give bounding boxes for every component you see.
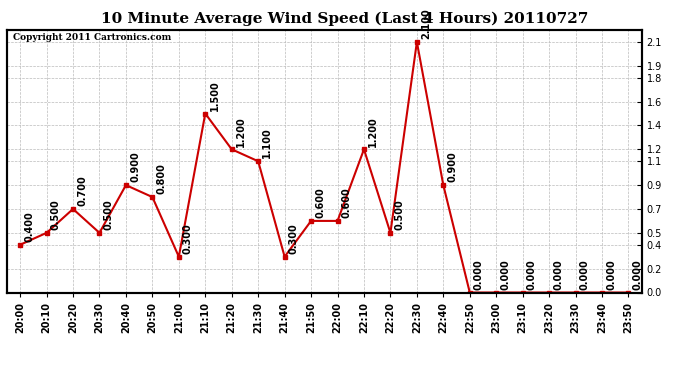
Text: 0.300: 0.300 bbox=[289, 223, 299, 254]
Text: 1.500: 1.500 bbox=[210, 80, 219, 111]
Text: 0.300: 0.300 bbox=[183, 223, 193, 254]
Text: 0.900: 0.900 bbox=[130, 152, 140, 182]
Text: 0.600: 0.600 bbox=[342, 188, 352, 218]
Text: 0.400: 0.400 bbox=[24, 211, 34, 242]
Text: 0.700: 0.700 bbox=[77, 176, 87, 206]
Text: 10 Minute Average Wind Speed (Last 4 Hours) 20110727: 10 Minute Average Wind Speed (Last 4 Hou… bbox=[101, 11, 589, 26]
Text: 1.100: 1.100 bbox=[262, 128, 273, 159]
Text: Copyright 2011 Cartronics.com: Copyright 2011 Cartronics.com bbox=[13, 33, 172, 42]
Text: 0.000: 0.000 bbox=[580, 259, 590, 290]
Text: 0.600: 0.600 bbox=[315, 188, 325, 218]
Text: 2.100: 2.100 bbox=[421, 8, 431, 39]
Text: 0.000: 0.000 bbox=[527, 259, 537, 290]
Text: 0.000: 0.000 bbox=[633, 259, 642, 290]
Text: 0.000: 0.000 bbox=[553, 259, 563, 290]
Text: 0.500: 0.500 bbox=[51, 200, 61, 230]
Text: 0.000: 0.000 bbox=[607, 259, 616, 290]
Text: 0.000: 0.000 bbox=[474, 259, 484, 290]
Text: 1.200: 1.200 bbox=[236, 116, 246, 147]
Text: 0.800: 0.800 bbox=[157, 164, 166, 194]
Text: 0.900: 0.900 bbox=[448, 152, 457, 182]
Text: 0.000: 0.000 bbox=[500, 259, 511, 290]
Text: 0.500: 0.500 bbox=[395, 200, 404, 230]
Text: 0.500: 0.500 bbox=[104, 200, 114, 230]
Text: 1.200: 1.200 bbox=[368, 116, 378, 147]
